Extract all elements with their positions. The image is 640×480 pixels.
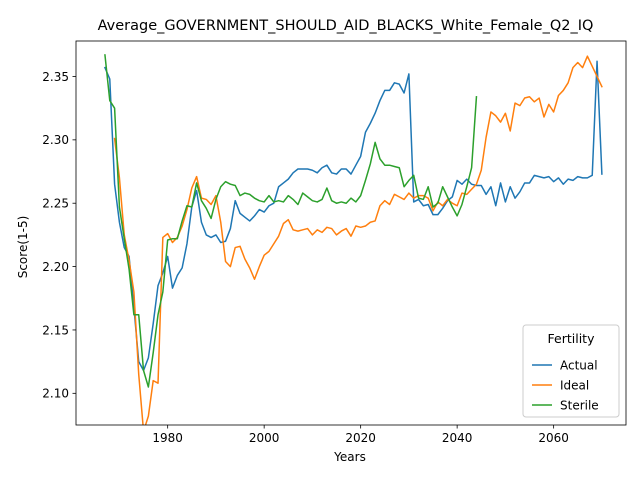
chart-title: Average_GOVERNMENT_SHOULD_AID_BLACKS_Whi… — [98, 18, 594, 34]
axes-frame — [75, 40, 627, 426]
y-tick-label: 2.35 — [42, 70, 69, 84]
y-tick-label: 2.10 — [42, 387, 69, 401]
x-tick-label: 2000 — [249, 431, 280, 445]
series-line-actual — [103, 60, 603, 372]
x-tick-label: 1980 — [152, 431, 183, 445]
y-tick-label: 2.15 — [42, 323, 69, 337]
y-tick-label: 2.25 — [42, 197, 69, 211]
legend-label-actual: Actual — [560, 358, 598, 372]
legend-box — [522, 324, 620, 418]
y-axis-label: Score(1-5) — [16, 216, 30, 279]
series-line-ideal — [113, 55, 603, 425]
legend-title: Fertility — [548, 331, 596, 346]
x-tick-label: 2060 — [538, 431, 569, 445]
legend-label-ideal: Ideal — [560, 378, 589, 392]
x-tick-label: 2040 — [442, 431, 473, 445]
x-tick-label: 2020 — [345, 431, 376, 445]
series-line-sterile — [104, 54, 478, 388]
plot-area: 1980 2000 2020 2040 2060 2.10 2.15 2.20 2.25 2.30… — [42, 40, 627, 445]
y-tick-label: 2.30 — [42, 133, 69, 147]
legend-label-sterile: Sterile — [560, 398, 599, 412]
y-tick-label: 2.20 — [42, 260, 69, 274]
legend: Fertility Actual Ideal Sterile — [522, 324, 620, 418]
x-axis-label: Years — [333, 450, 366, 464]
